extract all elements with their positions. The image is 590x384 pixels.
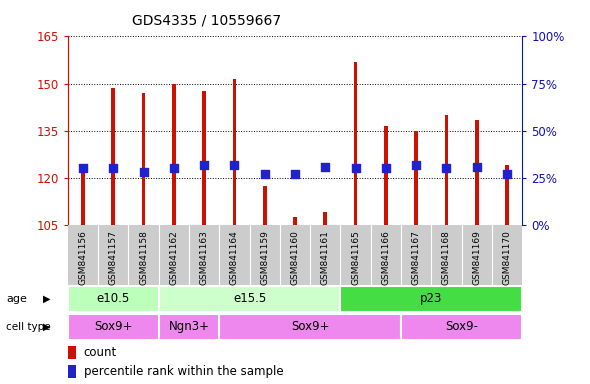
Bar bbox=[414, 131, 418, 225]
Bar bbox=[112, 88, 115, 225]
Bar bbox=[401, 314, 522, 340]
Bar bbox=[232, 79, 236, 225]
Bar bbox=[68, 314, 159, 340]
Point bbox=[351, 166, 360, 172]
Text: GSM841166: GSM841166 bbox=[381, 230, 391, 285]
Bar bbox=[263, 186, 267, 225]
Bar bbox=[505, 166, 509, 225]
Text: ▶: ▶ bbox=[42, 322, 50, 332]
Bar bbox=[159, 314, 219, 340]
Point bbox=[381, 166, 391, 172]
Bar bbox=[68, 346, 76, 359]
Bar bbox=[340, 286, 522, 312]
Text: GSM841157: GSM841157 bbox=[109, 230, 118, 285]
Bar bbox=[68, 286, 159, 312]
Text: ▶: ▶ bbox=[42, 294, 50, 304]
Bar bbox=[172, 84, 176, 225]
Text: Ngn3+: Ngn3+ bbox=[169, 320, 209, 333]
Point bbox=[109, 166, 118, 172]
Text: GSM841160: GSM841160 bbox=[290, 230, 300, 285]
Text: GSM841168: GSM841168 bbox=[442, 230, 451, 285]
Text: e15.5: e15.5 bbox=[233, 292, 266, 305]
Text: GSM841167: GSM841167 bbox=[412, 230, 421, 285]
Text: GSM841170: GSM841170 bbox=[503, 230, 512, 285]
Point bbox=[139, 169, 148, 175]
Text: Sox9-: Sox9- bbox=[445, 320, 478, 333]
Point bbox=[199, 162, 209, 168]
Bar bbox=[81, 173, 85, 225]
Bar bbox=[159, 286, 340, 312]
Bar bbox=[202, 91, 206, 225]
Bar bbox=[68, 365, 76, 378]
Text: percentile rank within the sample: percentile rank within the sample bbox=[84, 365, 283, 378]
Text: GSM841161: GSM841161 bbox=[321, 230, 330, 285]
Text: GSM841163: GSM841163 bbox=[199, 230, 209, 285]
Text: GDS4335 / 10559667: GDS4335 / 10559667 bbox=[132, 13, 281, 27]
Bar bbox=[475, 120, 478, 225]
Bar bbox=[384, 126, 388, 225]
Text: GSM841156: GSM841156 bbox=[78, 230, 87, 285]
Point bbox=[320, 164, 330, 170]
Text: GSM841164: GSM841164 bbox=[230, 230, 239, 285]
Point bbox=[411, 162, 421, 168]
Text: GSM841159: GSM841159 bbox=[260, 230, 269, 285]
Bar bbox=[354, 61, 358, 225]
Text: cell type: cell type bbox=[6, 322, 51, 332]
Bar bbox=[219, 314, 401, 340]
Bar bbox=[445, 115, 448, 225]
Point bbox=[169, 166, 179, 172]
Text: GSM841169: GSM841169 bbox=[472, 230, 481, 285]
Text: age: age bbox=[6, 294, 27, 304]
Text: GSM841165: GSM841165 bbox=[351, 230, 360, 285]
Bar bbox=[142, 93, 145, 225]
Text: GSM841158: GSM841158 bbox=[139, 230, 148, 285]
Text: GSM841162: GSM841162 bbox=[169, 230, 178, 285]
Text: p23: p23 bbox=[420, 292, 442, 305]
Text: e10.5: e10.5 bbox=[97, 292, 130, 305]
Point bbox=[260, 171, 270, 177]
Point bbox=[230, 162, 239, 168]
Bar bbox=[323, 212, 327, 225]
Point bbox=[502, 171, 512, 177]
Text: Sox9+: Sox9+ bbox=[94, 320, 133, 333]
Text: count: count bbox=[84, 346, 117, 359]
Text: Sox9+: Sox9+ bbox=[291, 320, 329, 333]
Point bbox=[78, 166, 88, 172]
Point bbox=[442, 166, 451, 172]
Bar bbox=[293, 217, 297, 225]
Point bbox=[290, 171, 300, 177]
Point bbox=[472, 164, 481, 170]
